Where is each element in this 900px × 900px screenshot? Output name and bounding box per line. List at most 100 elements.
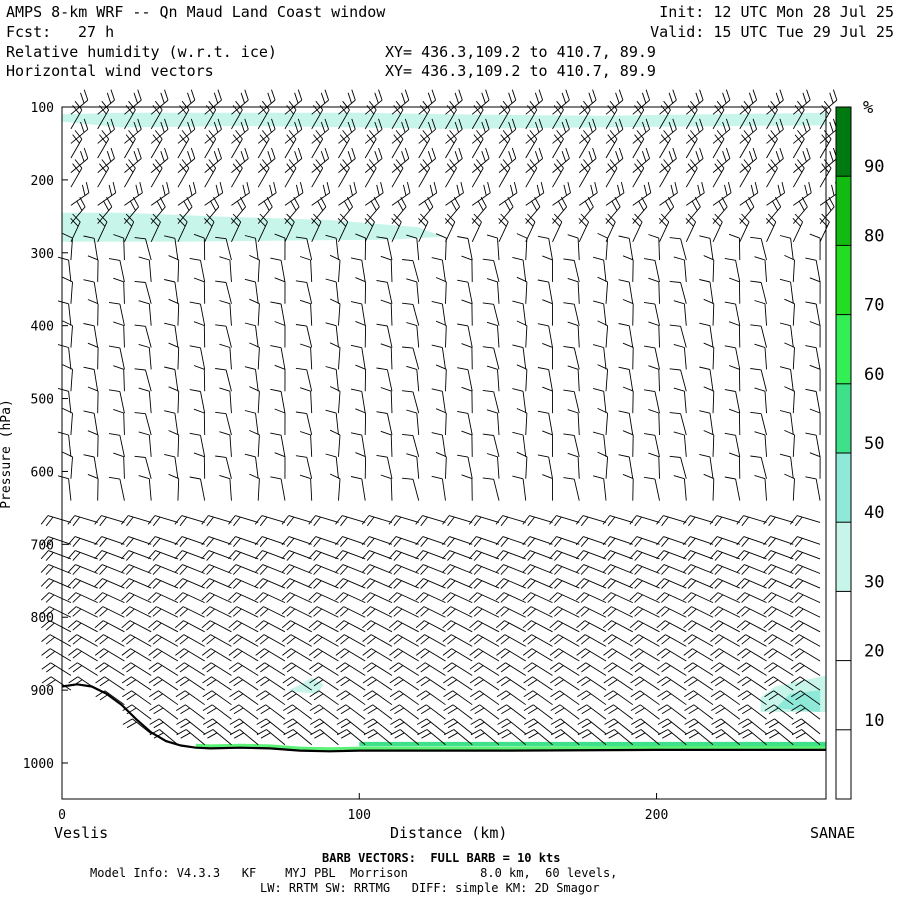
wind-barb-734 bbox=[605, 181, 625, 206]
wind-barb-492 bbox=[388, 550, 419, 561]
wind-barb-440 bbox=[391, 213, 402, 243]
wind-barb-936 bbox=[709, 550, 740, 561]
wind-barb-120 bbox=[138, 475, 152, 501]
wind-barb-799 bbox=[603, 704, 634, 720]
rh-region-5 bbox=[359, 741, 826, 747]
wind-barb-279 bbox=[229, 676, 259, 691]
wind-barb-906 bbox=[683, 648, 714, 662]
wind-barb-373 bbox=[325, 366, 339, 392]
wind-barb-496 bbox=[388, 606, 419, 618]
wind-barb-885 bbox=[699, 235, 714, 261]
wind-barb-269 bbox=[228, 536, 259, 547]
wind-barb-711 bbox=[563, 477, 580, 501]
axes-layer: 100 200 300 400 500 600 700 800 900 1000 0 100 200 bbox=[23, 101, 827, 823]
wind-barb-352 bbox=[282, 662, 312, 676]
wind-barb-60 bbox=[67, 606, 98, 618]
wind-barb-341 bbox=[299, 474, 313, 501]
wind-barb-748 bbox=[592, 475, 607, 501]
wind-barb-251 bbox=[257, 147, 276, 173]
wind-barb-636 bbox=[516, 451, 528, 479]
wind-barb-31 bbox=[41, 662, 72, 676]
wind-barb-109 bbox=[134, 237, 152, 261]
wind-barb-717 bbox=[549, 592, 580, 604]
wind-barb-793 bbox=[602, 620, 633, 633]
wind-barb-824 bbox=[629, 536, 660, 547]
wind-barb-406 bbox=[355, 277, 367, 304]
wind-barb-816 bbox=[644, 345, 660, 370]
wind-barb-837 bbox=[630, 718, 660, 735]
wind-barb-825 bbox=[629, 550, 660, 561]
wind-barb-684 bbox=[522, 648, 553, 662]
wind-barb-613 bbox=[470, 690, 500, 706]
wind-barb-589 bbox=[486, 234, 500, 261]
wind-barb-431 bbox=[336, 729, 366, 746]
wind-barb-488 bbox=[406, 453, 420, 479]
wind-barb-998 bbox=[779, 278, 794, 304]
wind-barb-861 bbox=[656, 536, 687, 547]
wind-barb-55 bbox=[67, 536, 98, 547]
wind-barb-590 bbox=[482, 258, 500, 283]
wind-barb-278 bbox=[228, 662, 259, 676]
wind-barb-460 bbox=[362, 620, 393, 633]
wind-barb-1022 bbox=[764, 718, 794, 735]
wind-barb-144 bbox=[177, 213, 188, 243]
wind-barb-1024 bbox=[819, 89, 838, 115]
wind-barb-29 bbox=[41, 634, 72, 647]
wind-barb-320 bbox=[256, 729, 286, 746]
wind-barb-220 bbox=[219, 256, 232, 282]
wind-barb-384 bbox=[308, 592, 339, 604]
wind-barb-724 bbox=[550, 690, 580, 706]
wind-barb-435 bbox=[391, 130, 404, 159]
wind-barb-139 bbox=[177, 130, 190, 159]
wind-barb-975 bbox=[736, 578, 767, 589]
wind-barb-683 bbox=[522, 634, 553, 647]
wind-barb-255 bbox=[257, 213, 268, 243]
barb-note: BARB VECTORS: FULL BARB = 10 kts bbox=[322, 851, 561, 865]
wind-barb-564 bbox=[442, 515, 473, 527]
wind-barb-450 bbox=[380, 430, 393, 457]
wind-barb-782 bbox=[618, 410, 634, 436]
wind-barb-228 bbox=[219, 431, 232, 457]
wind-barb-738 bbox=[592, 256, 607, 282]
wind-barb-733 bbox=[605, 159, 618, 188]
wind-barb-171 bbox=[149, 718, 179, 735]
wind-barb-534 bbox=[415, 620, 446, 633]
wind-barb-527 bbox=[415, 515, 446, 527]
wind-barb-573 bbox=[442, 648, 473, 662]
wind-barb-871 bbox=[657, 676, 687, 691]
colorbar-unit: % bbox=[863, 98, 874, 118]
wind-barb-42 bbox=[83, 235, 99, 261]
wind-barb-596 bbox=[482, 389, 500, 414]
wind-barb-235 bbox=[201, 578, 232, 589]
wind-barb-404 bbox=[355, 233, 367, 261]
wind-barb-1045 bbox=[789, 515, 821, 527]
fcst-value: 27 h bbox=[78, 23, 115, 41]
wind-barb-27 bbox=[40, 606, 72, 618]
wind-barb-909 bbox=[684, 690, 714, 706]
wind-barb-689 bbox=[523, 718, 553, 735]
wind-barb-872 bbox=[657, 690, 687, 706]
wind-barb-826 bbox=[629, 564, 660, 575]
wind-barb-874 bbox=[657, 718, 687, 735]
wind-barb-230 bbox=[219, 474, 232, 501]
wind-barb-876 bbox=[712, 89, 731, 115]
wind-barb-44 bbox=[83, 279, 99, 304]
plot-frame bbox=[61, 106, 827, 800]
wind-barb-866 bbox=[656, 606, 687, 618]
wind-barb-961 bbox=[750, 280, 767, 304]
y-tick-label-700: 700 bbox=[31, 538, 54, 553]
wind-barb-523 bbox=[435, 408, 447, 436]
wind-barb-282 bbox=[229, 718, 259, 735]
wind-barb-873 bbox=[657, 704, 687, 720]
wind-barb-756 bbox=[576, 620, 607, 633]
wind-barb-679 bbox=[522, 578, 553, 589]
wind-barb-966 bbox=[754, 387, 767, 414]
wind-barb-757 bbox=[576, 634, 607, 647]
wind-barb-79 bbox=[113, 321, 125, 348]
wind-barb-630 bbox=[516, 320, 528, 348]
wind-barb-77 bbox=[113, 277, 125, 304]
wind-barb-995 bbox=[792, 213, 804, 243]
wind-barb-973 bbox=[736, 550, 767, 561]
wind-barb-491 bbox=[388, 536, 419, 547]
